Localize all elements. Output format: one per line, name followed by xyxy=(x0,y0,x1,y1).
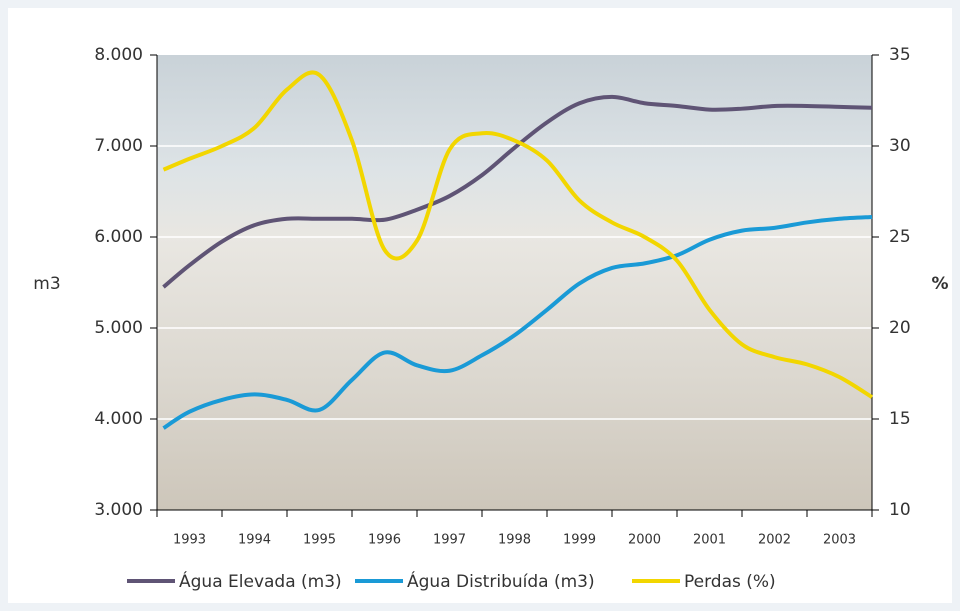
legend-label: Água Distribuída (m3) xyxy=(407,570,595,592)
x-tick-label: 1994 xyxy=(238,533,271,548)
x-tick-label: 1998 xyxy=(498,533,531,548)
x-tick-label: 1996 xyxy=(368,533,401,548)
y2-tick-label: 30 xyxy=(889,136,911,156)
x-tick-label: 2002 xyxy=(758,533,791,548)
legend-label: Perdas (%) xyxy=(684,572,776,592)
y-tick-label: 3.000 xyxy=(94,500,143,520)
legend-label: Água Elevada (m3) xyxy=(179,570,342,592)
y-axis-label: m3 xyxy=(33,274,60,294)
x-tick-label: 1993 xyxy=(173,533,206,548)
y-tick-label: 6.000 xyxy=(94,227,143,247)
y-tick-label: 4.000 xyxy=(94,409,143,429)
y2-tick-label: 20 xyxy=(889,318,911,338)
y2-tick-label: 15 xyxy=(889,409,911,429)
x-tick-label: 2003 xyxy=(823,533,856,548)
x-tick-label: 1995 xyxy=(303,533,336,548)
series-line xyxy=(162,94,873,289)
x-tick-label: 1997 xyxy=(433,533,466,548)
y2-tick-label: 25 xyxy=(889,227,911,247)
x-tick-label: 1999 xyxy=(563,533,596,548)
x-tick-label: 2001 xyxy=(693,533,726,548)
y2-tick-label: 35 xyxy=(889,45,911,65)
y-tick-label: 7.000 xyxy=(94,136,143,156)
plot-background xyxy=(157,55,872,510)
y2-tick-label: 10 xyxy=(889,500,911,520)
y-tick-label: 8.000 xyxy=(94,45,143,65)
series-line xyxy=(162,214,873,430)
series-line xyxy=(162,70,874,399)
y-tick-label: 5.000 xyxy=(94,318,143,338)
y2-axis-label: % xyxy=(931,274,948,294)
x-tick-label: 2000 xyxy=(628,533,661,548)
